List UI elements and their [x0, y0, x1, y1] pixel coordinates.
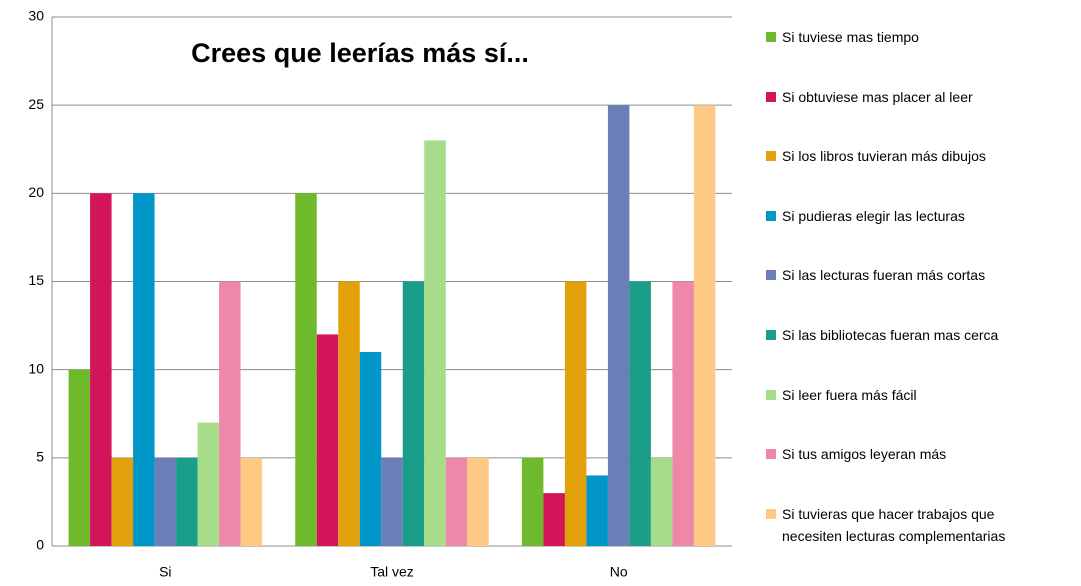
x-tick-label: Tal vez [370, 564, 414, 580]
legend-swatch [766, 330, 776, 340]
bar [672, 281, 694, 546]
y-tick-label: 30 [28, 8, 44, 24]
legend-swatch [766, 91, 776, 102]
bar [693, 105, 716, 547]
bar [586, 475, 608, 546]
bar [402, 281, 425, 546]
legend-label: Si leer fuera más fácil [782, 386, 917, 403]
bar [133, 193, 155, 547]
bar [240, 457, 263, 546]
y-tick-label: 5 [36, 449, 44, 465]
bar [111, 457, 134, 546]
bar [445, 457, 468, 546]
bar [295, 193, 317, 547]
legend-swatch [766, 449, 776, 460]
bar [650, 457, 673, 546]
y-tick-label: 0 [36, 537, 44, 553]
legend-label: Si tuvieras que hacer trabajos que neces… [782, 505, 1006, 544]
legend-label: Si las bibliotecas fueran mas cerca [782, 327, 999, 343]
legend-label: Si obtuviese mas placer al leer [782, 88, 973, 105]
bar [197, 422, 220, 546]
legend-item: Si las bibliotecas fueran mas cerca [766, 326, 1056, 346]
chart-title: Crees que leerías más sí... [191, 38, 529, 68]
y-tick-label: 10 [28, 360, 44, 376]
legend-swatch [766, 270, 776, 281]
legend-swatch [766, 210, 776, 221]
legend-swatch [766, 151, 776, 162]
bar [629, 281, 651, 546]
bar [381, 457, 403, 546]
bar [68, 369, 91, 546]
legend-item: Si tuvieras que hacer trabajos que neces… [766, 505, 1056, 547]
legend-item: Si tus amigos leyeran más [766, 445, 1056, 465]
y-tick-label: 20 [28, 184, 44, 200]
bar [564, 281, 587, 546]
bar [219, 281, 241, 546]
bar [521, 457, 544, 546]
legend-label: Si tus amigos leyeran más [782, 446, 947, 463]
legend-item: Si obtuviese mas placer al leer [766, 88, 1056, 108]
y-tick-label: 15 [28, 272, 44, 288]
bar [543, 493, 565, 546]
legend-label: Si pudieras elegir las lecturas [782, 207, 965, 224]
legend-swatch [766, 508, 776, 519]
legend-item: Si tuviese mas tiempo [766, 28, 1056, 48]
legend-item: Si los libros tuvieran más dibujos [766, 147, 1056, 167]
bar [607, 105, 630, 547]
legend-label: Si las lecturas fueran más cortas [782, 267, 986, 284]
bar [467, 457, 489, 546]
legend-item: Si leer fuera más fácil [766, 386, 1056, 406]
y-tick-label: 25 [28, 96, 44, 112]
bar [90, 193, 112, 547]
legend-label: Si tuviese mas tiempo [782, 29, 919, 45]
legend-swatch [766, 32, 776, 42]
legend-item: Si pudieras elegir las lecturas [766, 207, 1056, 227]
x-tick-label: Si [159, 564, 171, 580]
bar [154, 457, 177, 546]
bar [359, 352, 382, 546]
bar [176, 457, 198, 546]
legend-swatch [766, 389, 776, 400]
legend-item: Si las lecturas fueran más cortas [766, 266, 1056, 286]
bar [424, 140, 446, 546]
x-tick-label: No [610, 564, 628, 580]
bar [338, 281, 360, 546]
legend-label: Si los libros tuvieran más dibujos [782, 148, 986, 165]
bar [316, 334, 339, 546]
